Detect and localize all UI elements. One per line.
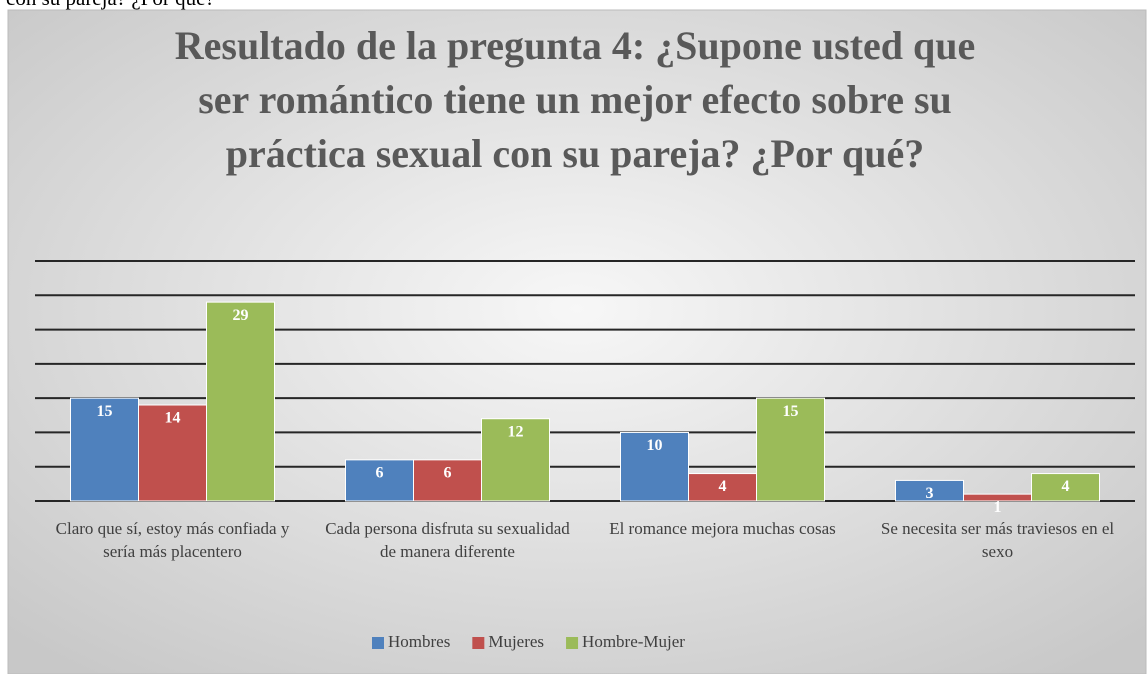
bar: [688, 473, 757, 502]
data-label: 4: [1062, 478, 1070, 495]
legend-swatch: [472, 637, 485, 649]
data-label: 1: [994, 499, 1002, 516]
x-tick-label: El romance mejora muchas cosas: [609, 519, 836, 538]
legend-swatch: [372, 637, 384, 649]
data-label: 15: [97, 403, 113, 420]
legend-swatch: [566, 637, 579, 649]
data-label: 6: [444, 465, 452, 482]
legend-label: Hombre-Mujer: [582, 632, 685, 651]
bar: [206, 301, 275, 502]
bar: [345, 459, 414, 502]
legend-label: Mujeres: [488, 632, 544, 651]
bar: [756, 397, 825, 502]
bar: [138, 404, 207, 502]
bar: [895, 479, 964, 502]
bar: [620, 431, 689, 502]
bar: [1031, 473, 1100, 502]
x-tick-label: Se necesita ser más traviesos en el sexo: [881, 519, 1114, 561]
bar: [481, 418, 550, 502]
legend-label: Hombres: [388, 632, 450, 651]
data-label: 12: [508, 423, 524, 440]
data-label: 14: [165, 410, 181, 427]
data-label: 10: [647, 437, 663, 454]
bar: [70, 397, 139, 502]
x-tick-label: Cada persona disfruta su sexualidad de ma…: [325, 519, 570, 561]
chart-title: Resultado de la pregunta 4: ¿Supone uste…: [175, 23, 976, 176]
bar: [413, 459, 482, 502]
data-label: 15: [783, 403, 799, 420]
chart-background: [7, 9, 1147, 674]
data-label: 29: [233, 307, 249, 324]
caption: con su pareja? ¿Por qué?: [6, 0, 215, 10]
data-label: 6: [376, 465, 384, 482]
data-label: 3: [926, 485, 934, 502]
data-label: 4: [719, 478, 727, 495]
x-tick-label: Claro que sí, estoy más confiada y sería …: [56, 519, 290, 561]
